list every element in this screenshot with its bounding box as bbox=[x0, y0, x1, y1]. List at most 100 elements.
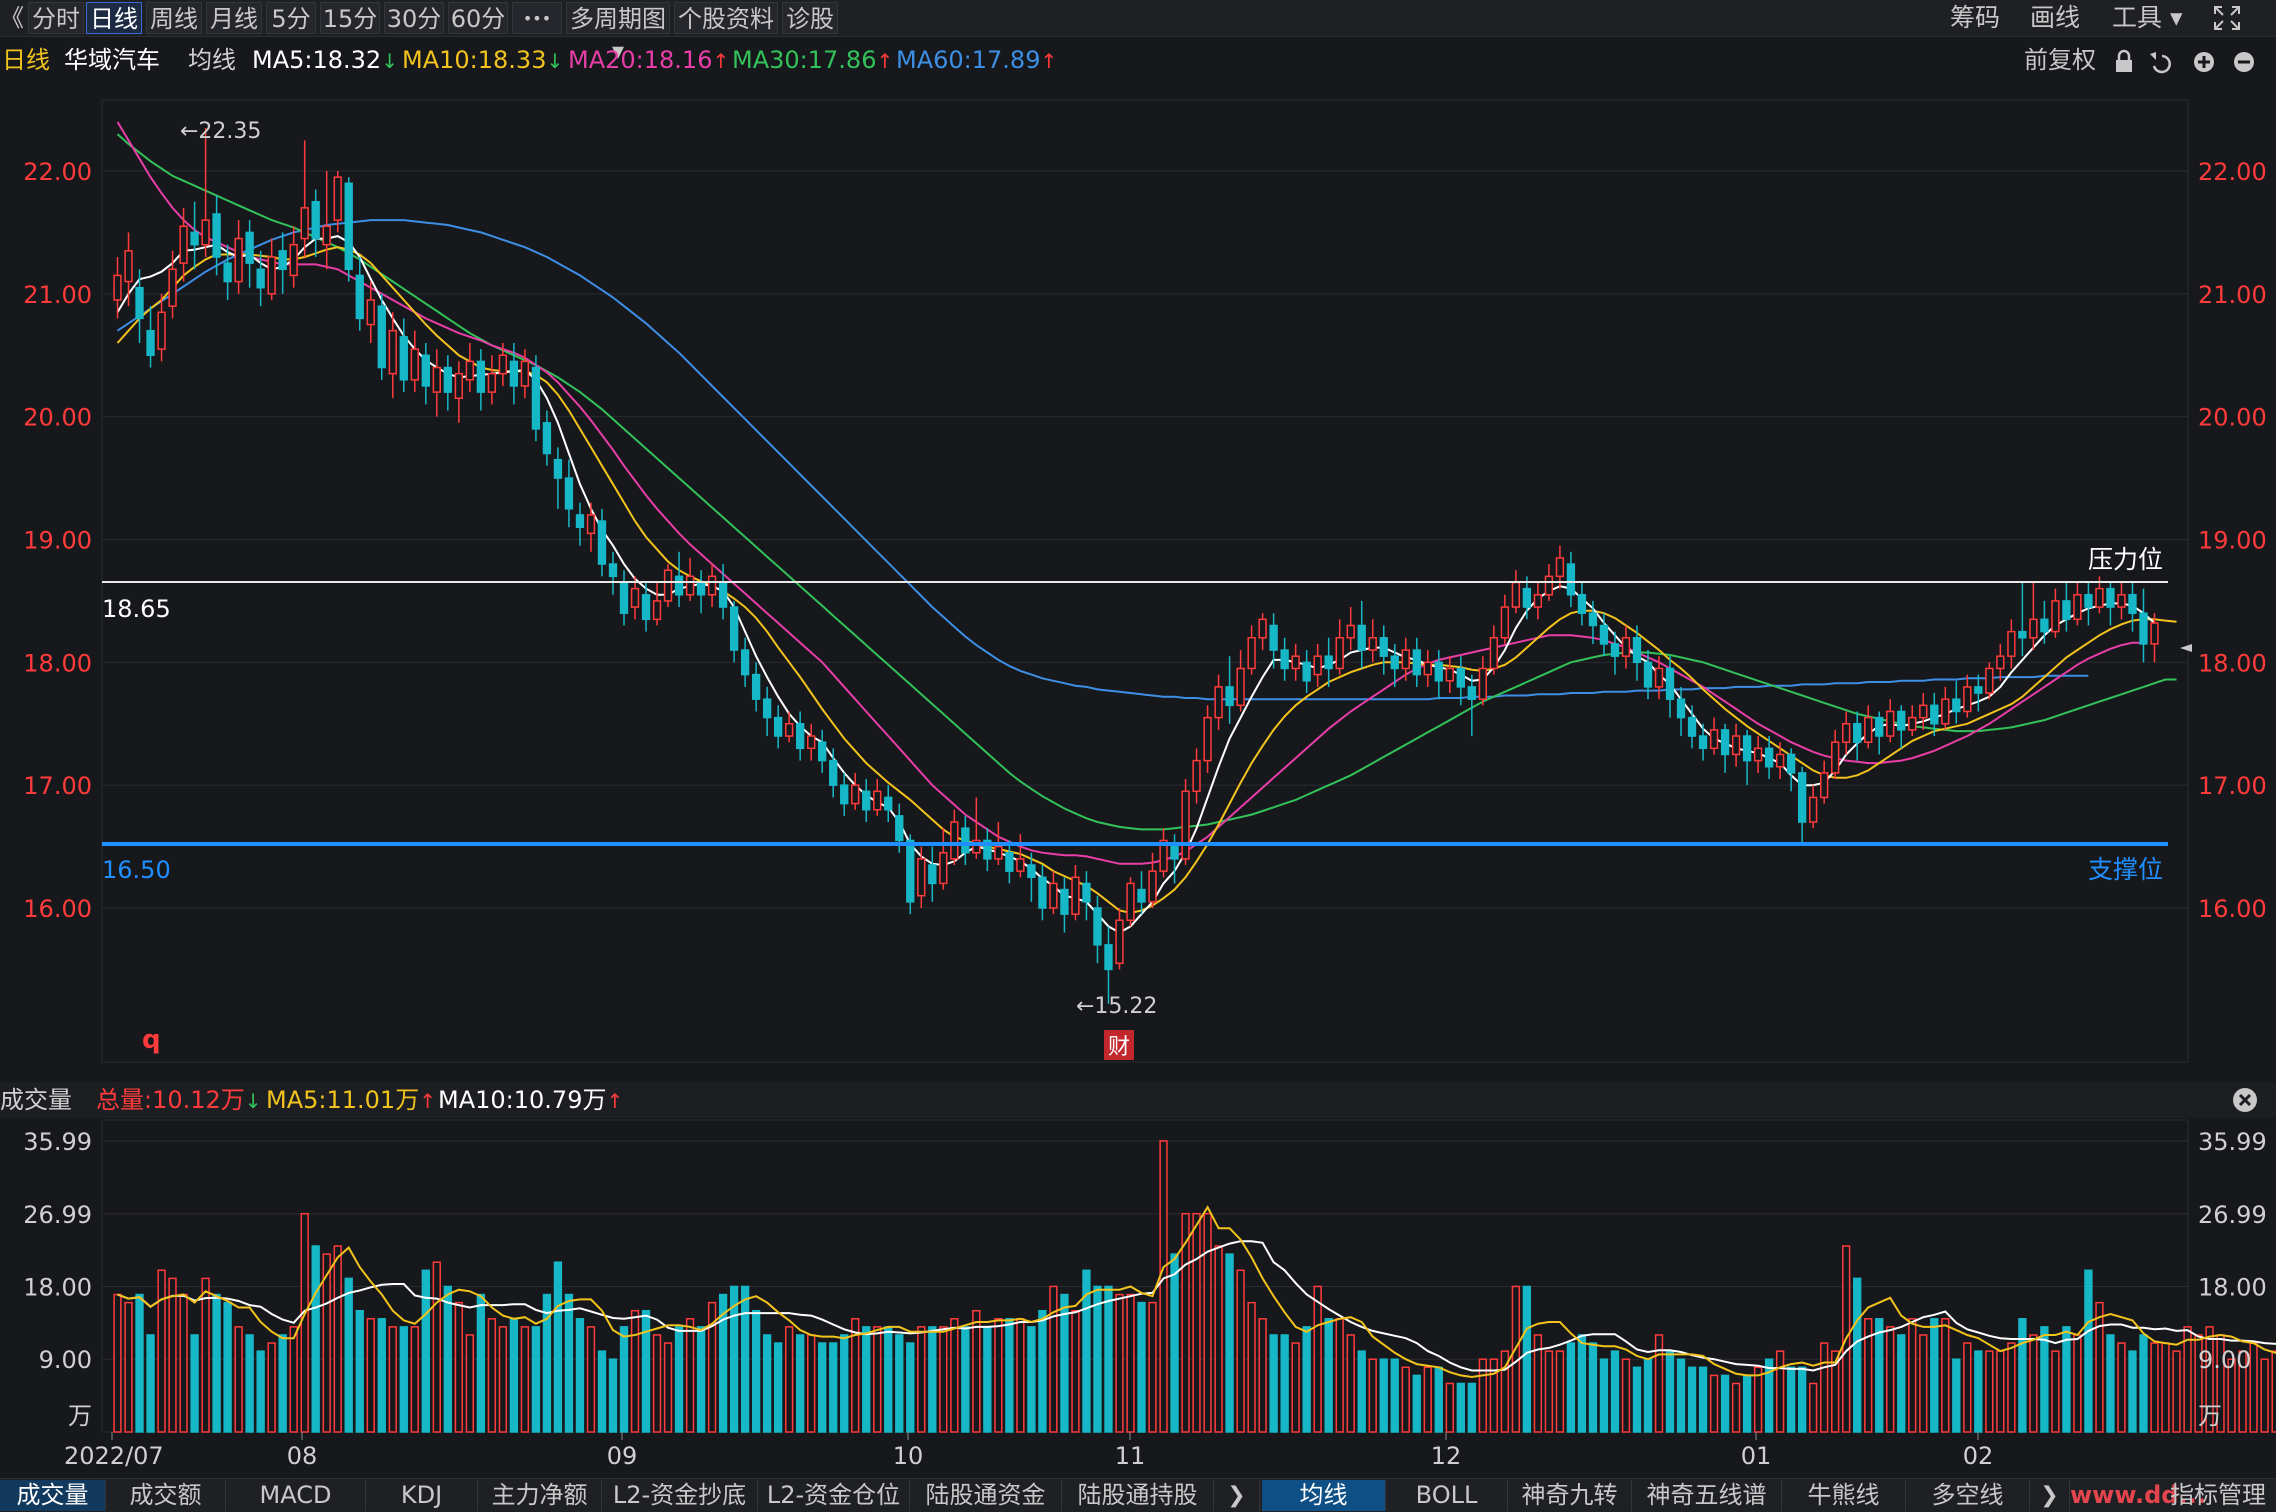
candle-body bbox=[147, 331, 154, 356]
candle-body bbox=[2129, 595, 2136, 613]
volume-bar bbox=[676, 1327, 683, 1432]
tab-volume[interactable]: 成交量 bbox=[0, 1480, 106, 1511]
tab-boll[interactable]: BOLL bbox=[1386, 1480, 1508, 1511]
volume-bar bbox=[1523, 1286, 1530, 1432]
tab-l2-position[interactable]: L2-资金仓位 bbox=[758, 1480, 910, 1511]
candle-body bbox=[1226, 687, 1233, 705]
candle-body bbox=[1887, 711, 1894, 736]
tab-main-net[interactable]: 主力净额 bbox=[478, 1480, 602, 1511]
candle-body bbox=[610, 564, 617, 576]
volume-tick-left: 35.99 bbox=[23, 1128, 92, 1156]
chevron-right-icon-2[interactable]: ❯ bbox=[2030, 1480, 2070, 1511]
tab-macd[interactable]: MACD bbox=[226, 1480, 366, 1511]
close-icon[interactable] bbox=[2232, 1087, 2258, 1113]
candle-body bbox=[1799, 773, 1806, 822]
volume-bar bbox=[389, 1327, 396, 1432]
volume-bar bbox=[665, 1343, 672, 1432]
kline-chart[interactable]: 18.65 压力位 16.50 支撑位 ←22.35 ←15.22 q 财 22… bbox=[0, 0, 2276, 1478]
tab-td9[interactable]: 神奇九转 bbox=[1508, 1480, 1632, 1511]
candle-body bbox=[852, 785, 859, 803]
volume-bar bbox=[841, 1335, 848, 1432]
volume-bar bbox=[1645, 1359, 1652, 1432]
volume-bar bbox=[2272, 1351, 2276, 1432]
volume-bar bbox=[1612, 1351, 1619, 1432]
tab-long-short[interactable]: 多空线 bbox=[1906, 1480, 2030, 1511]
candle-body bbox=[896, 816, 903, 841]
candle-body bbox=[1424, 662, 1431, 674]
volume-bar bbox=[1468, 1383, 1475, 1432]
candle-body bbox=[2030, 619, 2037, 637]
candle-body bbox=[742, 650, 749, 675]
candle-body bbox=[1358, 625, 1365, 650]
candle-body bbox=[1810, 797, 1817, 822]
candle-body bbox=[521, 361, 528, 386]
volume-bar bbox=[510, 1319, 517, 1432]
candle-body bbox=[1821, 773, 1828, 798]
candle-body bbox=[1446, 668, 1453, 680]
volume-bar bbox=[1039, 1311, 1046, 1432]
candle-body bbox=[1953, 699, 1960, 711]
volume-bar bbox=[411, 1327, 418, 1432]
ma20-line bbox=[118, 122, 2144, 864]
volume-bar bbox=[1424, 1367, 1431, 1432]
tab-kdj[interactable]: KDJ bbox=[366, 1480, 478, 1511]
tab-five-lines[interactable]: 神奇五线谱 bbox=[1632, 1480, 1782, 1511]
volume-bar bbox=[400, 1327, 407, 1432]
volume-bar bbox=[863, 1327, 870, 1432]
tab-l2-bottom[interactable]: L2-资金抄底 bbox=[602, 1480, 758, 1511]
volume-bar bbox=[224, 1303, 231, 1432]
candle-body bbox=[136, 288, 143, 319]
indicator-tabbar: 成交量 成交额 MACD KDJ 主力净额 L2-资金抄底 L2-资金仓位 陆股… bbox=[0, 1478, 2276, 1512]
volume-bar bbox=[1579, 1335, 1586, 1432]
volume-bar bbox=[1744, 1375, 1751, 1432]
candle-body bbox=[643, 595, 650, 620]
volume-bar bbox=[235, 1327, 242, 1432]
resistance-value: 18.65 bbox=[102, 595, 171, 623]
tab-turnover[interactable]: 成交额 bbox=[106, 1480, 226, 1511]
indicator-manage-button[interactable]: 指标管理 bbox=[2160, 1480, 2276, 1511]
tab-ma[interactable]: 均线 bbox=[1262, 1480, 1386, 1511]
tab-bull-bear[interactable]: 牛熊线 bbox=[1782, 1480, 1906, 1511]
volume-bar bbox=[830, 1343, 837, 1432]
volume-bar bbox=[268, 1343, 275, 1432]
candle-body bbox=[191, 232, 198, 244]
volume-bar bbox=[951, 1319, 958, 1432]
finance-marker[interactable]: 财 bbox=[1108, 1035, 1130, 1060]
chevron-right-icon[interactable]: ❯ bbox=[1214, 1480, 1260, 1511]
candle-body bbox=[422, 355, 429, 386]
candle-body bbox=[1689, 718, 1696, 736]
q-marker[interactable]: q bbox=[142, 1025, 161, 1055]
volume-bar bbox=[1270, 1335, 1277, 1432]
price-tick-right: 18.00 bbox=[2198, 649, 2267, 677]
tab-hk-connect-hold[interactable]: 陆股通持股 bbox=[1062, 1480, 1214, 1511]
candle-body bbox=[621, 582, 628, 613]
candle-body bbox=[698, 582, 705, 594]
volume-ma10: MA10:10.79万↑ bbox=[438, 1084, 623, 1117]
candles bbox=[114, 128, 2158, 1004]
candle-body bbox=[588, 515, 595, 533]
volume-bar bbox=[610, 1359, 617, 1432]
candle-body bbox=[1369, 638, 1376, 650]
candle-body bbox=[1182, 791, 1189, 859]
candle-body bbox=[1270, 625, 1277, 650]
current-price-pointer-icon bbox=[2180, 644, 2192, 652]
volume-bar bbox=[1380, 1359, 1387, 1432]
price-tick-right: 21.00 bbox=[2198, 281, 2267, 309]
candle-body bbox=[654, 601, 661, 619]
volume-bar bbox=[279, 1335, 286, 1432]
volume-bar bbox=[1964, 1343, 1971, 1432]
volume-total: 总量:10.12万↓ bbox=[96, 1084, 262, 1117]
volume-bar bbox=[1711, 1375, 1718, 1432]
tab-hk-connect-fund[interactable]: 陆股通资金 bbox=[910, 1480, 1062, 1511]
volume-bar bbox=[1314, 1286, 1321, 1432]
candle-body bbox=[158, 312, 165, 349]
volume-bar bbox=[1667, 1351, 1674, 1432]
candle-body bbox=[1413, 650, 1420, 675]
date-tick: 02 bbox=[1963, 1442, 1994, 1470]
candle-body bbox=[1105, 945, 1112, 970]
volume-header: 成交量 总量:10.12万↓ MA5:11.01万↑ MA10:10.79万↑ bbox=[0, 1082, 2276, 1118]
candle-body bbox=[1215, 687, 1222, 718]
candle-body bbox=[1281, 650, 1288, 668]
volume-bar bbox=[466, 1335, 473, 1432]
volume-bar bbox=[1259, 1319, 1266, 1432]
